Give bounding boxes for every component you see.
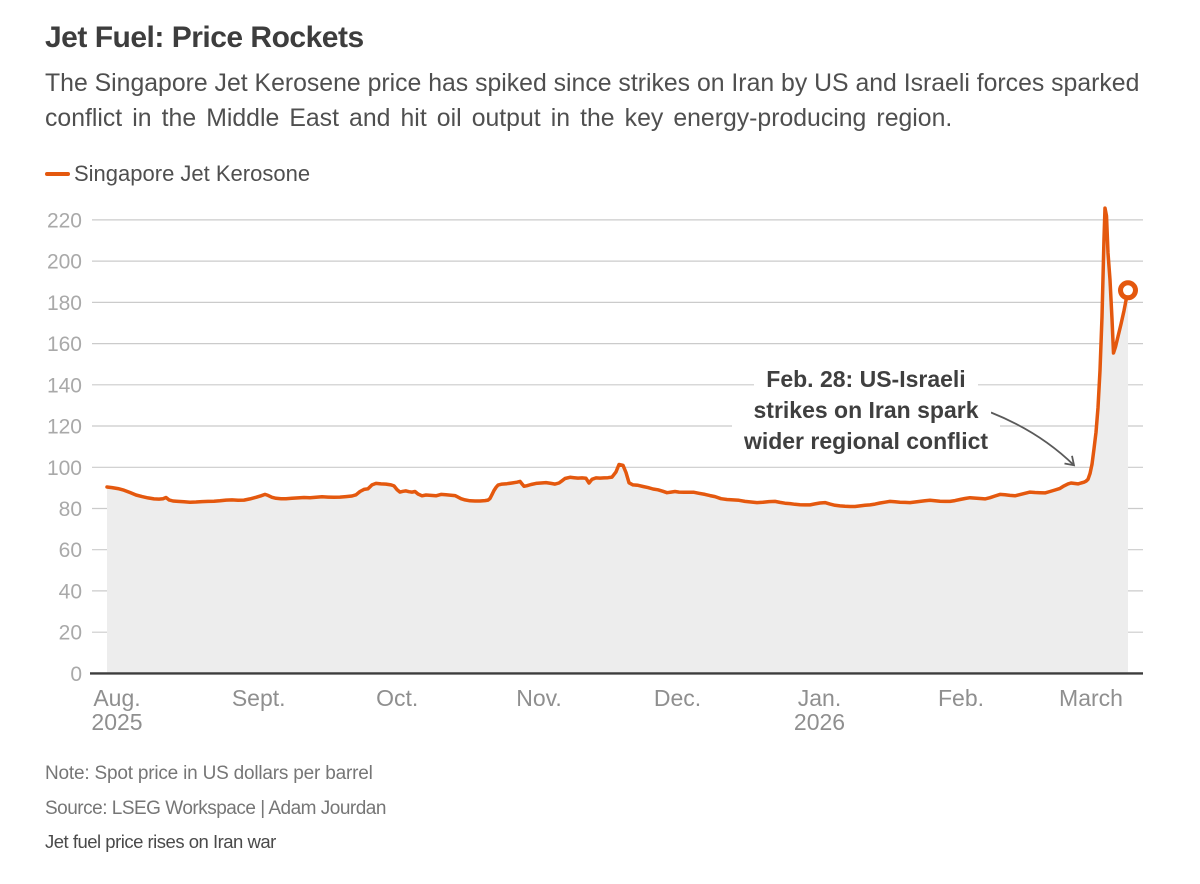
svg-text:100: 100 (47, 457, 82, 480)
svg-text:2026: 2026 (794, 709, 845, 735)
svg-text:0: 0 (70, 663, 82, 686)
svg-text:March: March (1059, 685, 1123, 711)
svg-text:Dec.: Dec. (654, 685, 701, 711)
svg-text:80: 80 (59, 498, 82, 521)
svg-text:Aug.: Aug. (93, 685, 140, 711)
svg-text:Oct.: Oct. (376, 685, 418, 711)
svg-text:Jan.: Jan. (798, 685, 841, 711)
svg-text:40: 40 (59, 580, 82, 603)
svg-text:20: 20 (59, 622, 82, 645)
svg-text:200: 200 (47, 251, 82, 274)
svg-text:120: 120 (47, 416, 82, 439)
svg-text:60: 60 (59, 539, 82, 562)
svg-text:180: 180 (47, 292, 82, 315)
svg-text:2025: 2025 (91, 709, 142, 735)
svg-text:220: 220 (47, 209, 82, 232)
svg-text:Feb.: Feb. (938, 685, 984, 711)
svg-text:Nov.: Nov. (516, 685, 562, 711)
svg-text:140: 140 (47, 374, 82, 397)
svg-text:Sept.: Sept. (232, 685, 286, 711)
svg-text:160: 160 (47, 333, 82, 356)
